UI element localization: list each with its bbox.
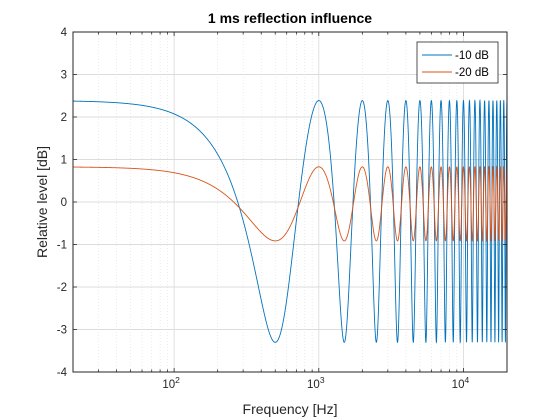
x-tick-label: 104 bbox=[452, 375, 470, 391]
legend-label-series-1: -10 dB bbox=[455, 50, 489, 62]
legend-label-series-2: -20 dB bbox=[455, 67, 489, 79]
series-lines bbox=[73, 98, 508, 344]
y-tick-label: -1 bbox=[57, 240, 67, 252]
legend: -10 dB -20 dB bbox=[416, 41, 499, 84]
y-tick-label: 1 bbox=[61, 155, 67, 167]
chart-title: 1 ms reflection influence bbox=[208, 10, 372, 26]
x-axis-label: Frequency [Hz] bbox=[243, 401, 338, 417]
y-tick-label: 4 bbox=[61, 27, 68, 39]
y-tick-label: 2 bbox=[61, 112, 67, 124]
y-tick-label: -4 bbox=[57, 367, 68, 379]
y-tick-label: -3 bbox=[57, 325, 67, 337]
y-tick-label: 0 bbox=[61, 197, 67, 209]
x-tick-labels: 102 103 104 bbox=[162, 375, 469, 391]
grid-lines bbox=[72, 32, 508, 372]
y-tick-label: -2 bbox=[57, 282, 67, 294]
y-tick-labels: -4 -3 -2 -1 0 1 2 3 4 bbox=[57, 27, 68, 379]
y-tick-label: 3 bbox=[61, 70, 67, 82]
legend-box bbox=[416, 41, 499, 84]
y-axis-label: Relative level [dB] bbox=[34, 146, 50, 258]
axis-ticks bbox=[72, 31, 508, 373]
series-line-1 bbox=[73, 98, 508, 344]
x-tick-label: 103 bbox=[307, 375, 325, 391]
x-tick-label: 102 bbox=[162, 375, 180, 391]
series-line-2 bbox=[73, 165, 508, 242]
